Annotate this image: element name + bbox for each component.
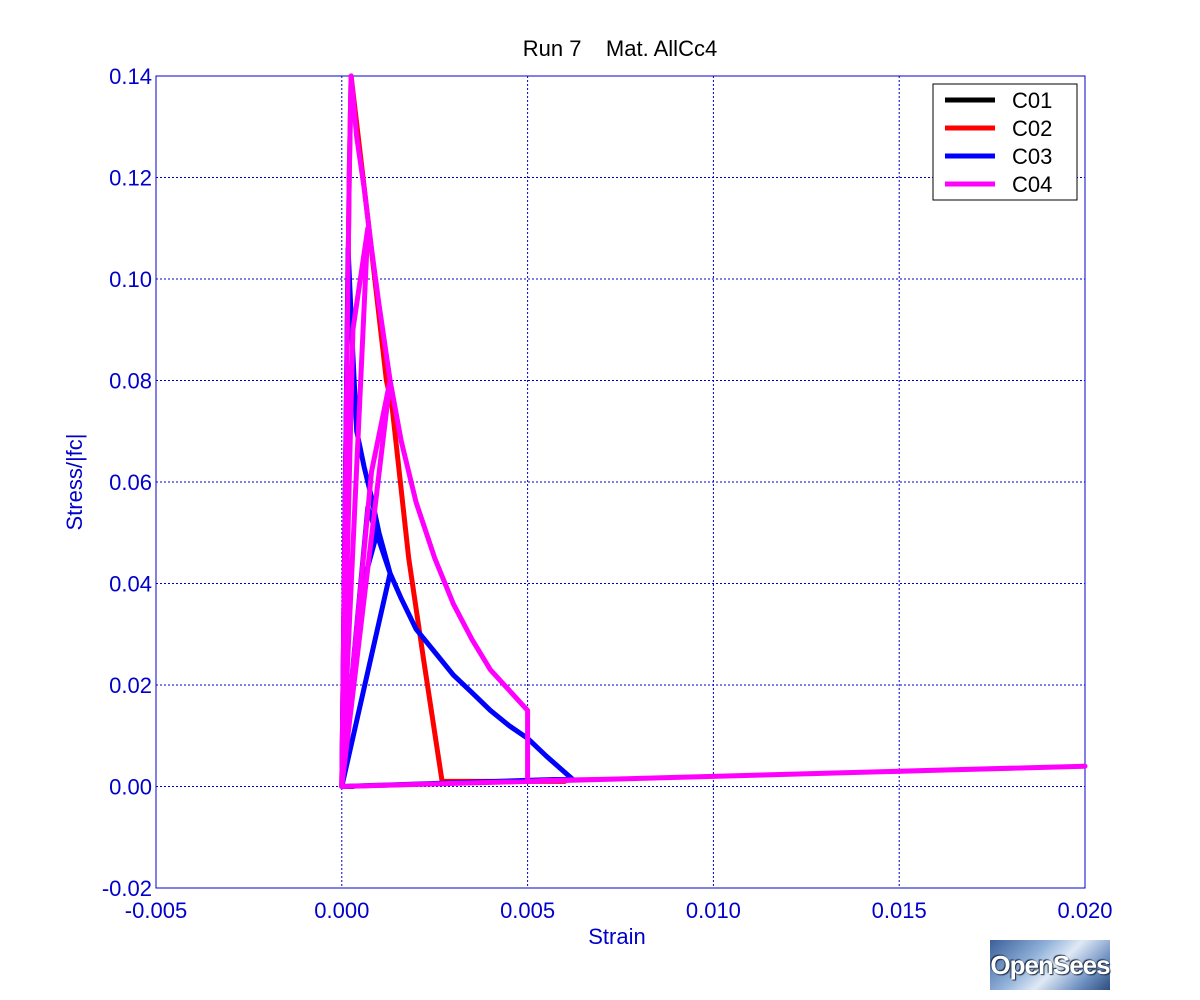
- x-tick-label: 0.005: [500, 898, 555, 923]
- legend-box: [932, 83, 1078, 201]
- x-tick-label: -0.005: [125, 898, 187, 923]
- legend: C01 C02 C03 C04: [932, 83, 1078, 201]
- chart-title: Run 7 Mat. AllCc4: [523, 36, 717, 61]
- legend-label-c04: C04: [1012, 172, 1052, 197]
- y-tick-label: 0.10: [109, 267, 152, 292]
- y-tick-label: 0.02: [109, 673, 152, 698]
- y-tick-label: 0.14: [109, 64, 152, 89]
- x-axis-title: Strain: [588, 924, 645, 949]
- legend-label-c03: C03: [1012, 144, 1052, 169]
- x-tick-label: 0.020: [1057, 898, 1112, 923]
- y-tick-label: 0.06: [109, 470, 152, 495]
- series-group: [339, 73, 1088, 789]
- y-tick-label: 0.00: [109, 775, 152, 800]
- y-tick-label: 0.04: [109, 572, 152, 597]
- plot-frame: [155, 75, 1086, 889]
- tick-labels: -0.005 0.000 0.005 0.010 0.015 0.020 -0.02 0.00…: [102, 64, 1113, 923]
- legend-label-c01: C01: [1012, 88, 1052, 113]
- series-line-c04: [339, 73, 1088, 789]
- x-tick-label: 0.015: [872, 898, 927, 923]
- opensees-logo: OpenSees: [990, 940, 1111, 990]
- y-tick-label: 0.08: [109, 369, 152, 394]
- logo-text: OpenSees: [990, 949, 1110, 980]
- y-tick-label: -0.02: [102, 876, 152, 901]
- series-line-c03: [339, 246, 575, 789]
- x-tick-label: 0.000: [314, 898, 369, 923]
- y-tick-label: 0.12: [109, 166, 152, 191]
- legend-label-c02: C02: [1012, 116, 1052, 141]
- x-tick-label: 0.010: [686, 898, 741, 923]
- y-axis-title: Stress/|fc|: [62, 433, 87, 530]
